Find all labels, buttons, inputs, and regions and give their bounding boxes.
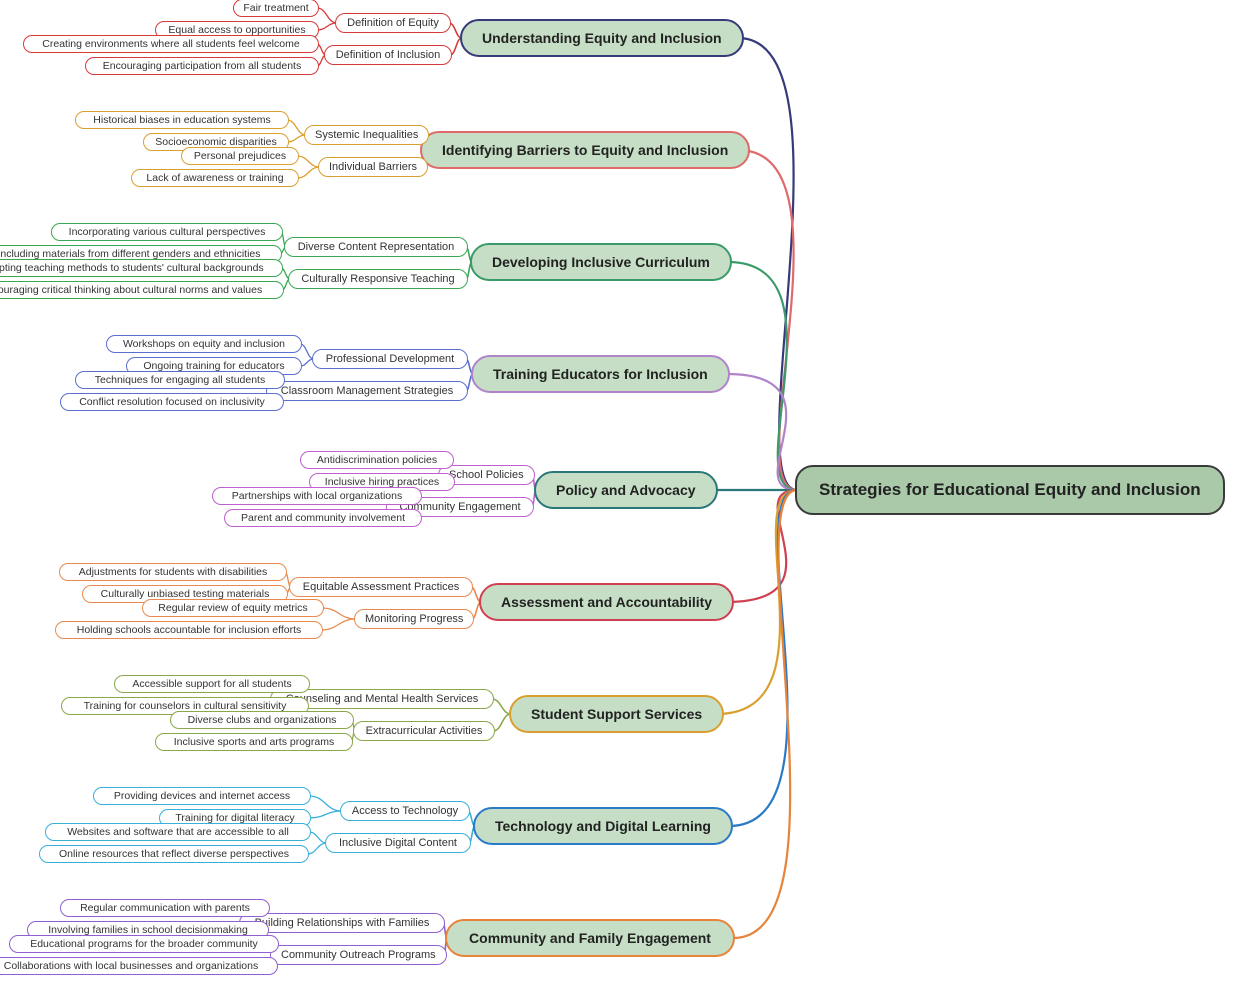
branch-2-sub-1-leaf-0: Adapting teaching methods to students' c… [0,259,283,277]
branch-7: Technology and Digital Learning [473,807,733,845]
branch-6-sub-1: Extracurricular Activities [353,721,495,741]
branch-0-sub-1-leaf-0: Creating environments where all students… [23,35,319,53]
branch-8: Community and Family Engagement [445,919,735,957]
branch-3-sub-0: Professional Development [312,349,468,369]
branch-8-sub-1-leaf-0: Educational programs for the broader com… [9,935,279,953]
branch-8-sub-0-leaf-0: Regular communication with parents [60,899,270,917]
branch-1-sub-1: Individual Barriers [318,157,428,177]
branch-0-sub-0-leaf-0: Fair treatment [233,0,319,17]
branch-3-sub-0-leaf-0: Workshops on equity and inclusion [106,335,302,353]
branch-8-sub-1-leaf-1: Collaborations with local businesses and… [0,957,278,975]
branch-6: Student Support Services [509,695,724,733]
branch-7-sub-1: Inclusive Digital Content [325,833,471,853]
branch-6-sub-1-leaf-1: Inclusive sports and arts programs [155,733,353,751]
branch-0: Understanding Equity and Inclusion [460,19,744,57]
branch-5: Assessment and Accountability [479,583,734,621]
branch-1-sub-0-leaf-0: Historical biases in education systems [75,111,289,129]
root-node: Strategies for Educational Equity and In… [795,465,1225,515]
branch-7-sub-1-leaf-1: Online resources that reflect diverse pe… [39,845,309,863]
branch-1: Identifying Barriers to Equity and Inclu… [420,131,750,169]
branch-2-sub-0: Diverse Content Representation [284,237,468,257]
branch-2-sub-1-leaf-1: Encouraging critical thinking about cult… [0,281,284,299]
branch-3-sub-1-leaf-0: Techniques for engaging all students [75,371,285,389]
branch-1-sub-1-leaf-0: Personal prejudices [181,147,299,165]
branch-0-sub-1-leaf-1: Encouraging participation from all stude… [85,57,319,75]
branch-6-sub-0-leaf-0: Accessible support for all students [114,675,310,693]
branch-6-sub-1-leaf-0: Diverse clubs and organizations [170,711,354,729]
branch-1-sub-0: Systemic Inequalities [304,125,429,145]
branch-5-sub-1-leaf-1: Holding schools accountable for inclusio… [55,621,323,639]
branch-2-sub-1: Culturally Responsive Teaching [288,269,468,289]
branch-3-sub-1: Classroom Management Strategies [266,381,468,401]
branch-4-sub-1-leaf-0: Partnerships with local organizations [212,487,422,505]
branch-5-sub-0: Equitable Assessment Practices [289,577,473,597]
branch-4-sub-1-leaf-1: Parent and community involvement [224,509,422,527]
branch-2: Developing Inclusive Curriculum [470,243,732,281]
branch-8-sub-1: Community Outreach Programs [270,945,447,965]
branch-0-sub-1: Definition of Inclusion [324,45,452,65]
branch-3: Training Educators for Inclusion [471,355,730,393]
branch-8-sub-0: Building Relationships with Families [239,913,445,933]
branch-5-sub-0-leaf-0: Adjustments for students with disabiliti… [59,563,287,581]
branch-0-sub-0: Definition of Equity [335,13,451,33]
branch-2-sub-0-leaf-0: Incorporating various cultural perspecti… [51,223,283,241]
branch-7-sub-0: Access to Technology [340,801,470,821]
branch-3-sub-1-leaf-1: Conflict resolution focused on inclusivi… [60,393,284,411]
branch-5-sub-1: Monitoring Progress [354,609,474,629]
branch-7-sub-0-leaf-0: Providing devices and internet access [93,787,311,805]
branch-5-sub-1-leaf-0: Regular review of equity metrics [142,599,324,617]
branch-4: Policy and Advocacy [534,471,718,509]
branch-7-sub-1-leaf-0: Websites and software that are accessibl… [45,823,311,841]
branch-4-sub-0-leaf-0: Antidiscrimination policies [300,451,454,469]
branch-1-sub-1-leaf-1: Lack of awareness or training [131,169,299,187]
